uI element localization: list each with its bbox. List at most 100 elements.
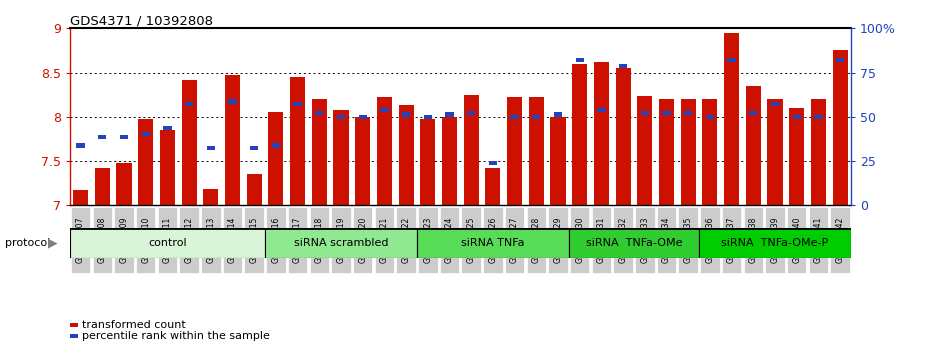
Bar	[815, 115, 822, 119]
Text: GSM790910: GSM790910	[141, 217, 151, 263]
Bar	[99, 135, 106, 139]
FancyBboxPatch shape	[245, 207, 264, 273]
Bar	[746, 86, 761, 205]
FancyBboxPatch shape	[331, 207, 351, 273]
FancyBboxPatch shape	[657, 207, 676, 273]
Bar	[771, 102, 779, 106]
Text: GSM790936: GSM790936	[705, 217, 714, 263]
FancyBboxPatch shape	[526, 207, 546, 273]
FancyBboxPatch shape	[92, 207, 112, 273]
Text: GSM790926: GSM790926	[488, 217, 498, 263]
Bar	[206, 146, 215, 150]
Bar	[377, 97, 392, 205]
Text: GSM790912: GSM790912	[184, 217, 193, 263]
Text: protocol: protocol	[5, 238, 50, 249]
Bar	[554, 112, 562, 117]
Bar	[832, 51, 847, 205]
Bar	[750, 110, 757, 115]
Bar	[532, 115, 540, 119]
Bar	[272, 143, 280, 148]
Bar	[402, 112, 410, 117]
FancyBboxPatch shape	[614, 207, 632, 273]
Bar	[73, 190, 88, 205]
Bar	[593, 62, 609, 205]
Text: siRNA  TNFa-OMe: siRNA TNFa-OMe	[586, 238, 683, 249]
Bar	[836, 58, 844, 62]
Text: GSM790919: GSM790919	[337, 217, 346, 263]
FancyBboxPatch shape	[808, 207, 828, 273]
FancyBboxPatch shape	[699, 228, 851, 258]
Text: GSM790941: GSM790941	[814, 217, 823, 263]
Text: GSM790923: GSM790923	[423, 217, 432, 263]
Bar	[576, 58, 584, 62]
Bar	[164, 126, 171, 130]
FancyBboxPatch shape	[830, 207, 850, 273]
Text: GSM790930: GSM790930	[575, 217, 584, 263]
FancyBboxPatch shape	[288, 207, 307, 273]
Text: GSM790916: GSM790916	[272, 217, 281, 263]
FancyBboxPatch shape	[743, 207, 763, 273]
Bar	[246, 175, 261, 205]
Bar	[658, 99, 674, 205]
Bar	[315, 110, 324, 115]
Bar	[528, 97, 544, 205]
FancyBboxPatch shape	[765, 207, 785, 273]
Text: GSM790938: GSM790938	[749, 217, 758, 263]
FancyBboxPatch shape	[635, 207, 655, 273]
Bar	[268, 112, 284, 205]
Bar	[681, 99, 696, 205]
Bar	[511, 115, 519, 119]
Bar	[467, 110, 475, 115]
Bar	[597, 108, 605, 112]
Bar	[355, 117, 370, 205]
FancyBboxPatch shape	[461, 207, 481, 273]
FancyBboxPatch shape	[505, 207, 525, 273]
Bar	[463, 95, 479, 205]
Text: GSM790934: GSM790934	[662, 217, 671, 263]
Bar	[185, 102, 193, 106]
Bar	[637, 96, 652, 205]
Bar	[398, 105, 414, 205]
Text: GSM790932: GSM790932	[618, 217, 628, 263]
FancyBboxPatch shape	[136, 207, 155, 273]
Bar	[138, 120, 153, 205]
FancyBboxPatch shape	[570, 207, 590, 273]
Bar	[792, 115, 801, 119]
Bar	[380, 108, 389, 112]
FancyBboxPatch shape	[549, 207, 567, 273]
Text: GSM790931: GSM790931	[597, 217, 606, 263]
Bar	[662, 110, 671, 115]
Text: GSM790914: GSM790914	[228, 217, 237, 263]
Text: GSM790909: GSM790909	[119, 217, 128, 263]
Bar	[333, 110, 349, 205]
Text: GSM790942: GSM790942	[835, 217, 844, 263]
Bar	[141, 132, 150, 136]
Text: siRNA  TNFa-OMe-P: siRNA TNFa-OMe-P	[722, 238, 829, 249]
Bar	[767, 99, 782, 205]
FancyBboxPatch shape	[201, 207, 220, 273]
Text: GSM790921: GSM790921	[379, 217, 389, 263]
Bar	[359, 115, 366, 119]
Bar	[290, 77, 305, 205]
Text: GSM790907: GSM790907	[76, 217, 86, 263]
FancyBboxPatch shape	[418, 207, 437, 273]
Bar	[229, 99, 236, 104]
Bar	[724, 33, 739, 205]
FancyBboxPatch shape	[679, 207, 698, 273]
FancyBboxPatch shape	[70, 228, 265, 258]
Text: GSM790922: GSM790922	[402, 217, 411, 263]
Bar	[294, 102, 301, 106]
Text: siRNA scrambled: siRNA scrambled	[294, 238, 388, 249]
Text: control: control	[148, 238, 187, 249]
FancyBboxPatch shape	[265, 228, 417, 258]
Text: GSM790927: GSM790927	[510, 217, 519, 263]
Bar	[702, 99, 717, 205]
Bar	[727, 58, 736, 62]
FancyBboxPatch shape	[310, 207, 329, 273]
FancyBboxPatch shape	[484, 207, 502, 273]
Bar	[250, 146, 259, 150]
FancyBboxPatch shape	[266, 207, 286, 273]
Bar	[641, 110, 649, 115]
Bar	[95, 168, 110, 205]
Bar	[181, 80, 196, 205]
